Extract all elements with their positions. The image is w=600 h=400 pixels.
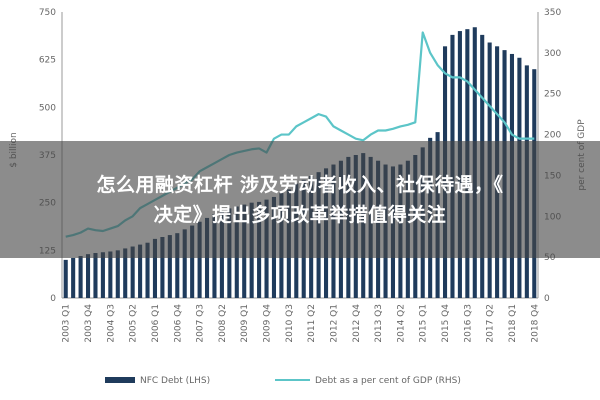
y-right-tick-label: 0 (544, 294, 550, 304)
bar (63, 259, 68, 298)
x-tick-label: 2006 Q4 (173, 304, 183, 343)
bar (197, 221, 202, 298)
x-tick-label: 2006 Q1 (151, 304, 161, 343)
bar (167, 235, 172, 298)
bar (71, 257, 76, 298)
legend-swatch-bar (105, 377, 135, 383)
legend-label-line: Debt as a per cent of GDP (RHS) (315, 376, 461, 386)
x-tick-label: 2016 Q3 (463, 304, 473, 343)
legend: NFC Debt (LHS) Debt as a per cent of GDP… (105, 376, 461, 386)
x-axis-ticks: 2003 Q1 2003 Q4 2004 Q3 2005 Q2 2006 Q1 2006 … (62, 304, 541, 343)
x-tick-label: 2015 Q4 (441, 304, 451, 343)
y-right-tick-label: 300 (544, 49, 561, 59)
x-tick-label: 2005 Q2 (129, 304, 139, 343)
y-right-tick-label: 200 (544, 131, 561, 141)
headline-line-1: 怎么用融资杠杆 涉及劳动者收入、社保待遇，《 (96, 173, 504, 196)
bar (100, 252, 105, 298)
bar (160, 236, 165, 298)
x-tick-label: 2015 Q1 (419, 304, 429, 343)
bar (152, 238, 158, 298)
bar (123, 248, 128, 298)
y-left-tick-label: 500 (39, 103, 56, 113)
y-right-tick-label: 350 (544, 8, 561, 18)
x-tick-label: 2011 Q2 (307, 304, 317, 343)
x-tick-label: 2003 Q4 (84, 304, 94, 343)
x-tick-label: 2018 Q4 (530, 304, 540, 343)
bar (145, 242, 150, 298)
x-tick-label: 2014 Q2 (396, 304, 406, 343)
bar (130, 246, 135, 298)
x-tick-label: 2009 Q1 (240, 304, 250, 343)
y-left-tick-label: 750 (39, 8, 56, 18)
x-tick-label: 2013 Q3 (374, 304, 384, 343)
y-right-tick-label: 250 (544, 90, 561, 100)
bar (190, 225, 195, 298)
headline-banner: 怎么用融资杠杆 涉及劳动者收入、社保待遇，《 决定》提出多项改革举措值得关注 (0, 141, 600, 258)
y-right-tick-label: 50 (544, 253, 556, 263)
x-tick-label: 2004 Q3 (106, 304, 116, 343)
headline-line-2: 决定》提出多项改革举措值得关注 (153, 203, 447, 226)
bar (175, 233, 180, 298)
legend-label-bar: NFC Debt (LHS) (140, 376, 210, 386)
bar (78, 256, 83, 298)
x-tick-label: 2008 Q2 (218, 304, 228, 343)
x-tick-label: 2007 Q3 (196, 304, 206, 343)
bar (115, 250, 120, 298)
bar (85, 254, 91, 298)
y-left-tick-label: 625 (39, 56, 56, 66)
bar (93, 253, 98, 298)
bar (138, 244, 143, 298)
bar (182, 229, 187, 298)
bar (108, 251, 113, 298)
x-tick-label: 2010 Q3 (285, 304, 295, 343)
x-tick-label: 2003 Q1 (62, 304, 72, 343)
x-tick-label: 2017 Q2 (486, 304, 496, 343)
x-tick-label: 2018 Q1 (508, 304, 518, 343)
x-tick-label: 2012 Q4 (352, 304, 362, 343)
x-tick-label: 2009 Q4 (263, 304, 273, 343)
x-tick-label: 2012 Q1 (329, 304, 339, 343)
y-left-tick-label: 0 (50, 294, 56, 304)
